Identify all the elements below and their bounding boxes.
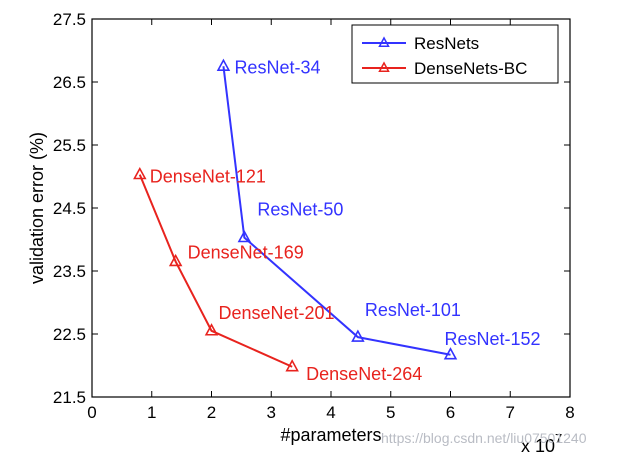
legend-swatch-marker [378,36,390,47]
data-point-label: DenseNet-201 [219,303,335,323]
data-point-label: ResNet-34 [234,57,320,77]
y-axis-label: validation error (%) [27,132,47,284]
data-point-marker [216,58,231,71]
data-point-label: DenseNet-121 [150,167,266,187]
legend-label: ResNets [414,34,479,53]
data-point-label: DenseNet-169 [188,243,304,263]
data-point-marker [237,229,252,243]
x-axis-multiplier-exponent: 7 [555,431,562,446]
y-tick-label: 27.5 [53,10,86,29]
y-tick-label: 22.5 [53,325,86,344]
x-tick-label: 1 [147,403,156,422]
x-axis-multiplier-base: x 10 [521,436,555,456]
data-point-label: ResNet-152 [445,329,541,349]
x-tick-label: 7 [506,403,515,422]
data-point-marker [285,359,299,372]
watermark: https://blog.csdn.net/liu07501240 [381,430,587,446]
axes: 0 1 2 3 4 5 6 7 8 21.5 22.5 23.5 24.5 25.5 26.5 27.5 [53,10,575,422]
y-tick-label: 21.5 [53,388,86,407]
x-tick-label: 5 [386,403,395,422]
x-tick-label: 0 [87,403,96,422]
y-tick-label: 24.5 [53,199,86,218]
legend: ResNets DenseNets-BC [351,24,559,84]
x-tick-label: 8 [565,403,574,422]
data-point-label: ResNet-50 [257,200,343,220]
x-tick-label: 3 [267,403,276,422]
x-tick-label: 2 [207,403,216,422]
y-tick-label: 23.5 [53,262,86,281]
legend-box [351,24,559,84]
x-axis-multiplier: x 107 [521,431,562,456]
data-point-marker [133,166,147,180]
data-point-label: DenseNet-264 [306,364,422,384]
data-point-label: ResNet-101 [365,300,461,320]
data-point-marker [204,323,219,336]
series-line [138,174,293,368]
y-tick-label: 26.5 [53,73,86,92]
series-layer: ResNet-34 ResNet-50 ResNet-101 ResNet-152 De… [133,57,541,384]
x-tick-label: 6 [446,403,455,422]
data-point-marker [351,329,365,342]
series-0: ResNet-34 ResNet-50 ResNet-101 ResNet-152 [216,57,541,360]
legend-label: DenseNets-BC [414,59,527,78]
y-tick-label: 25.5 [53,136,86,155]
legend-swatch-marker [378,61,390,72]
x-axis-label: #parameters [280,425,381,445]
data-point-marker [168,253,183,267]
series-line [222,66,451,356]
x-tick-label: 4 [326,403,335,422]
series-1: DenseNet-121 DenseNet-169 DenseNet-201 Dens… [133,166,422,384]
data-point-marker [443,347,458,360]
